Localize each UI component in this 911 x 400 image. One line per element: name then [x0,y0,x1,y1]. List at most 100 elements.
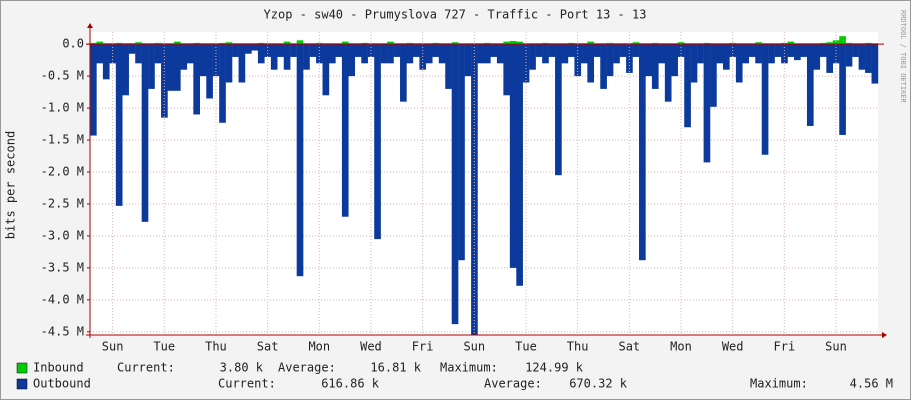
bar [509,44,517,268]
bar [341,44,349,217]
x-axis-arrow [882,332,887,338]
bar [503,41,511,45]
bar [451,44,459,325]
bar [826,42,833,45]
bar [587,41,595,45]
bar [167,44,175,91]
bar [567,44,575,57]
bar [819,44,827,57]
legend-swatch [16,362,28,374]
bar [141,44,149,222]
bar [697,44,704,64]
bar [580,44,588,64]
bar [400,44,407,102]
bar [567,42,575,45]
bar [806,44,814,126]
bar [193,44,201,115]
bar [710,44,717,107]
bar [509,40,517,45]
bar [283,41,291,45]
x-tick-label: Mon [308,340,330,354]
bar [335,44,343,57]
legend-stat-value: 124.99 k [525,361,584,375]
legend-label: Inbound [33,361,84,375]
bar [826,44,833,73]
bar [406,42,414,45]
bar [606,44,614,77]
bar [619,44,627,57]
bar [212,44,220,77]
bar [245,44,252,54]
bar [839,44,846,135]
bar [199,44,207,77]
bar [484,42,491,45]
bar [768,44,775,64]
bar [277,44,284,57]
bar [787,41,795,45]
y-tick-label: -3.5 M [41,260,84,274]
bar [115,44,123,206]
x-tick-label: Thu [567,340,589,354]
x-tick-label: Fri [774,340,796,354]
bar [458,44,465,261]
bar [387,44,394,64]
bar [438,44,446,64]
y-axis-arrow [87,23,93,28]
bar [322,44,330,96]
bar [722,44,730,70]
bar [193,42,201,45]
bar [845,42,853,45]
bar [819,42,827,45]
bar [651,44,659,89]
bar [574,44,582,77]
bar [632,44,640,57]
bar [677,42,685,45]
x-tick-label: Mon [670,340,692,354]
bar [735,44,743,83]
bar [361,42,368,45]
bar [393,44,401,57]
y-tick-label: -0.5 M [41,69,84,83]
bar [490,44,498,57]
legend-stat-name: Current: [117,361,175,375]
bar [755,44,762,64]
bar [748,44,756,57]
bar [432,44,439,57]
bar [787,44,795,57]
legend-stat-name: Average: [278,361,336,375]
bar [135,42,142,45]
bar [600,44,607,89]
bar [90,42,97,45]
bar [593,44,601,57]
bar [341,41,349,45]
bar [186,44,194,64]
bar [296,40,304,45]
bar [122,44,129,96]
bar [283,44,291,70]
legend-stat-name: Maximum: [440,361,498,375]
bar [225,44,233,83]
bar [412,44,420,57]
y-tick-label: -2.5 M [41,196,84,210]
x-tick-label: Wed [722,340,744,354]
bar [232,44,239,57]
bar [225,42,233,45]
bar [516,44,523,286]
bar [626,44,633,73]
legend-stat-value: 3.80 k [220,361,264,375]
bar [529,44,536,70]
bar [361,44,368,64]
bar [206,44,213,99]
bar [432,42,439,45]
bar [664,44,672,102]
bar [180,44,188,70]
bar [729,42,737,45]
bar [309,44,317,57]
y-tick-label: -2.0 M [41,164,84,178]
bar [755,42,762,45]
bar [671,44,678,77]
bar [154,42,162,45]
bar [613,44,620,64]
bar [800,44,808,57]
y-axis-label: bits per second [4,131,18,239]
